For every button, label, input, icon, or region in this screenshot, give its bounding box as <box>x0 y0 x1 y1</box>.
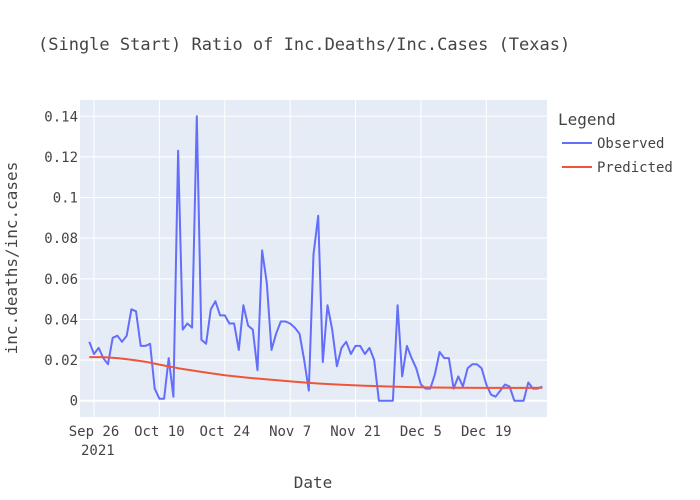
x-tick-label: Nov 21 <box>330 424 381 440</box>
x-tick-label: Sep 26 <box>69 424 120 440</box>
x-tick-label: Dec 19 <box>461 424 512 440</box>
legend-label: Observed <box>597 136 664 152</box>
legend: Legend Observed Predicted <box>558 110 673 176</box>
y-axis-title: inc.deaths/inc.cases <box>2 162 21 355</box>
x-tick-label: Dec 5 <box>400 424 442 440</box>
series-line-observed <box>88 115 543 402</box>
y-tick-label: 0.08 <box>44 231 78 247</box>
y-axis-ticks: 0 0.02 0.04 0.06 0.08 0.1 0.12 0.14 <box>44 109 78 409</box>
x-axis-ticks: Sep 26 2021 Oct 10 Oct 24 Nov 7 Nov 21 Dec 5 De… <box>69 424 512 459</box>
y-tick-label: 0.02 <box>44 353 78 369</box>
y-tick-label: 0.12 <box>44 150 78 166</box>
series-line-predicted <box>89 356 543 389</box>
y-tick-label: 0 <box>70 394 78 410</box>
x-tick-sublabel: 2021 <box>81 443 115 459</box>
y-tick-label: 0.14 <box>44 109 78 125</box>
x-gridlines <box>93 100 487 417</box>
x-tick-label: Oct 24 <box>199 424 250 440</box>
legend-items: Observed Predicted <box>562 136 673 176</box>
plot-area <box>80 100 547 417</box>
series-layer <box>88 115 543 402</box>
legend-label: Predicted <box>597 160 673 176</box>
legend-title: Legend <box>558 110 616 129</box>
x-axis-title: Date <box>294 473 333 492</box>
chart-title: (Single Start) Ratio of Inc.Deaths/Inc.C… <box>38 35 570 55</box>
x-tick-label: Nov 7 <box>269 424 311 440</box>
y-tick-label: 0.04 <box>44 312 78 328</box>
y-tick-label: 0.1 <box>53 191 78 207</box>
x-tick-label: Oct 10 <box>134 424 185 440</box>
y-tick-label: 0.06 <box>44 272 78 288</box>
